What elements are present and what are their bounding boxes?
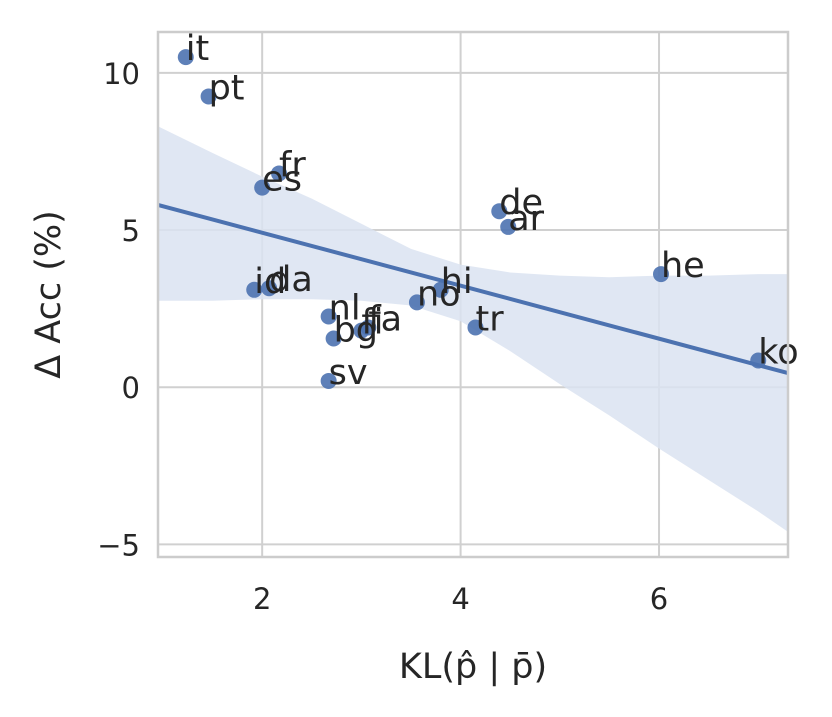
point-label-hi: hi [441, 262, 473, 302]
x-tick-label-6: 6 [650, 582, 668, 616]
data-point-es [254, 179, 271, 196]
confidence-band [158, 126, 788, 532]
point-label-ar: ar [508, 199, 544, 239]
point-label-he: he [661, 246, 705, 286]
data-point-id [246, 281, 263, 298]
x-tick-labels: 2 4 6 [253, 582, 668, 616]
point-label-ko: ko [758, 333, 798, 373]
x-tick-label-4: 4 [451, 582, 469, 616]
point-label-id: id [254, 262, 286, 302]
y-tick-labels: 10 5 0 −5 [97, 57, 140, 563]
data-point-fa [360, 319, 377, 336]
point-label-sv: sv [329, 353, 368, 393]
point-label-tr: tr [475, 300, 504, 340]
data-point-ko [750, 352, 767, 369]
y-axis-label: Δ Acc (%) [29, 210, 69, 379]
data-point-no [408, 294, 425, 311]
point-label-fi: fi [361, 303, 383, 343]
data-point-de [491, 203, 508, 220]
y-tick-label-0: 10 [103, 57, 140, 91]
data-point-pt [200, 88, 217, 105]
regression-line [157, 202, 789, 376]
y-tick-label-3: −5 [97, 528, 140, 562]
point-label-it: it [186, 29, 209, 69]
plot-frame [156, 30, 790, 559]
point-label-bg: bg [334, 311, 378, 351]
data-point-it [177, 49, 194, 66]
y-tick-label-2: 0 [122, 371, 140, 405]
data-point-sv [320, 372, 337, 389]
data-point-ar [500, 218, 517, 235]
x-axis-label: KL(p̂ | p̄) [399, 647, 547, 687]
data-point-nl [320, 308, 337, 325]
data-point-bg [325, 330, 342, 347]
point-label-fr: fr [279, 145, 306, 185]
data-point-hi [432, 281, 449, 298]
point-label-fa: fa [368, 300, 402, 340]
x-tick-label-2: 2 [253, 582, 271, 616]
point-label-pt: pt [209, 68, 245, 108]
point-label-no: no [417, 274, 461, 314]
data-point-fr [271, 165, 288, 182]
point-label-es: es [262, 160, 302, 200]
data-point-tr [467, 319, 484, 336]
data-point-da [261, 280, 278, 297]
y-tick-label-1: 5 [122, 214, 140, 248]
data-point-he [653, 266, 670, 283]
point-label-da: da [269, 260, 313, 300]
data-points [177, 49, 767, 389]
point-label-nl: nl [329, 289, 361, 329]
point-label-de: de [499, 183, 543, 223]
